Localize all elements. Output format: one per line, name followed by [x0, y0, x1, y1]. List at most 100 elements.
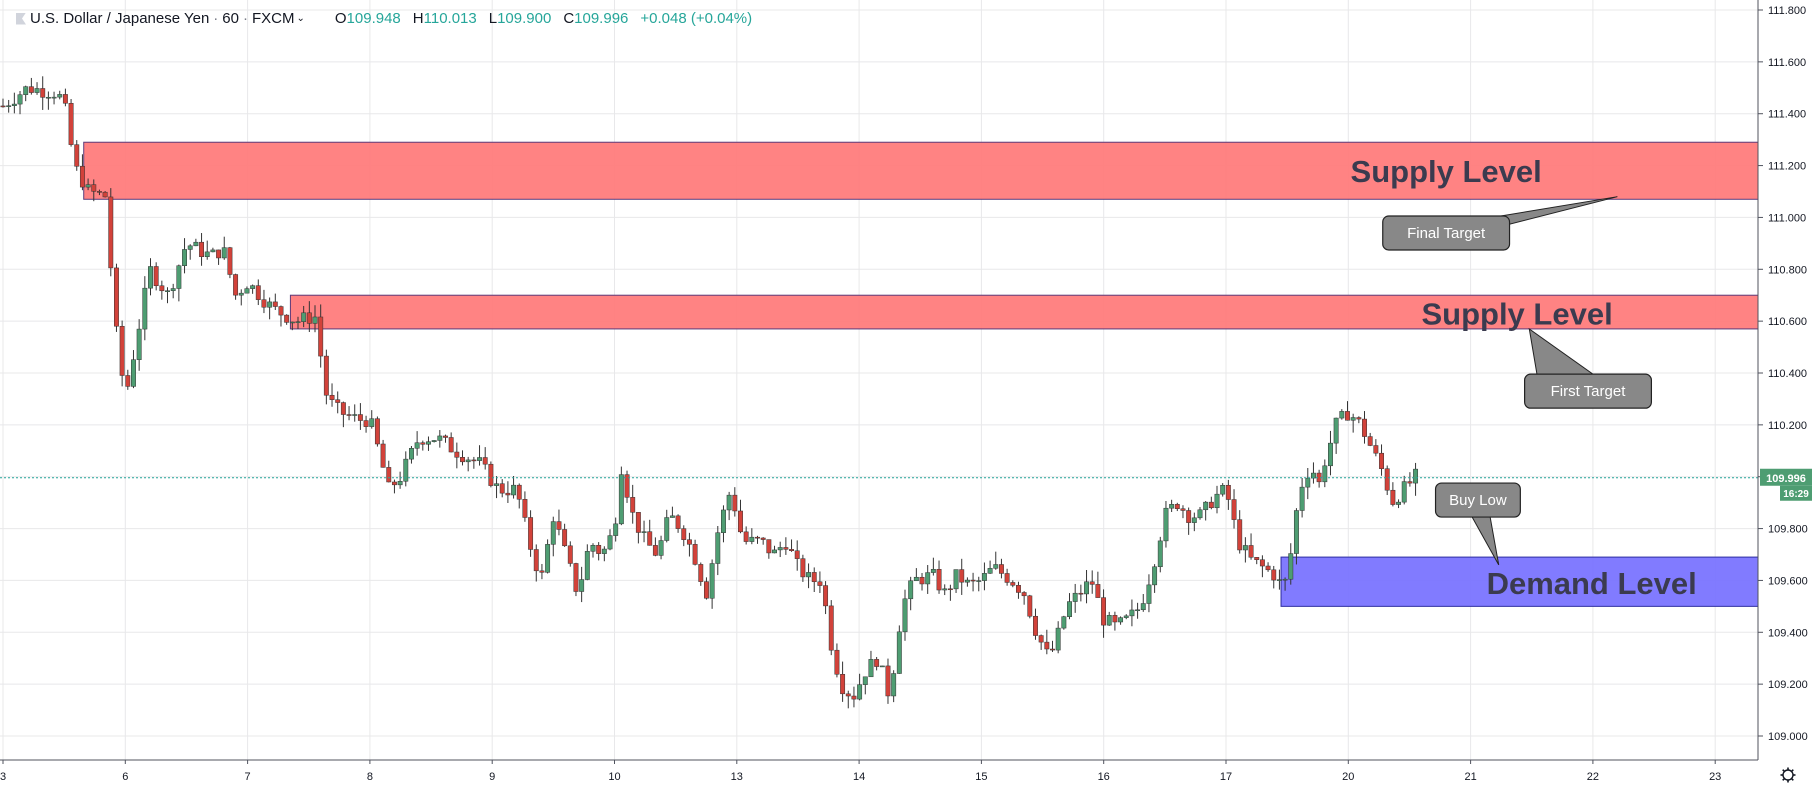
candle-body	[964, 579, 970, 583]
candle-body	[471, 459, 477, 462]
candle	[766, 539, 772, 559]
candle-body	[1152, 566, 1158, 586]
candle	[119, 320, 125, 387]
flag-icon[interactable]	[16, 12, 26, 25]
gear-icon[interactable]	[1780, 767, 1796, 783]
candle-body	[658, 540, 664, 556]
candle-body	[715, 532, 721, 564]
candle-body	[136, 328, 142, 360]
candle	[494, 476, 499, 499]
candle	[993, 551, 999, 570]
candle	[176, 264, 182, 302]
candle	[187, 244, 193, 260]
candle-body	[431, 440, 437, 442]
candle	[533, 544, 539, 582]
candle-body	[1101, 597, 1107, 626]
candle	[1135, 602, 1141, 619]
candle-body	[1072, 592, 1078, 602]
candle-body	[448, 437, 454, 453]
candle-body	[1078, 592, 1084, 595]
candle-body	[783, 547, 789, 550]
candle	[397, 471, 403, 489]
time-tick-label: 9	[489, 771, 495, 783]
candle	[227, 246, 233, 279]
candle-body	[664, 517, 670, 541]
candle	[681, 525, 687, 547]
candle-body	[1174, 504, 1180, 509]
candle	[1050, 640, 1055, 652]
chevron-down-icon[interactable]: ⌄	[296, 13, 305, 24]
candle-body	[1186, 510, 1192, 523]
candle	[204, 240, 210, 260]
candle	[114, 263, 119, 332]
candle	[1214, 485, 1220, 514]
candle	[1333, 417, 1339, 454]
time-axis: 3 6 7 8 9 10 13 14 15 16 17 20 21 22 23	[0, 759, 1796, 791]
candle-body	[794, 550, 800, 559]
price-tick-label: 110.400	[1768, 368, 1807, 380]
candle-body	[176, 265, 182, 289]
candle	[148, 258, 153, 296]
candle-body	[119, 325, 125, 376]
candle	[261, 289, 267, 314]
source-label[interactable]: FXCM	[251, 10, 295, 27]
candle-body	[357, 414, 363, 421]
candle	[1027, 594, 1033, 619]
candle-body	[238, 292, 244, 296]
candle	[1033, 608, 1038, 640]
candle	[284, 314, 290, 325]
candle-body	[102, 191, 108, 198]
candle-body	[165, 290, 170, 292]
candle	[335, 391, 341, 414]
candle	[698, 562, 704, 586]
candle	[403, 451, 409, 487]
candle-body	[148, 266, 153, 289]
candle	[363, 415, 369, 433]
candle	[947, 584, 953, 601]
candle	[1197, 506, 1203, 520]
candle-body	[573, 563, 579, 592]
time-axis-background	[0, 760, 1758, 791]
interval-label[interactable]: 60	[222, 10, 239, 27]
candle	[380, 439, 386, 468]
candle	[23, 85, 29, 102]
candle-body	[511, 484, 517, 496]
candle-body	[738, 510, 743, 533]
candle-body	[607, 535, 613, 550]
candle-body	[1220, 484, 1226, 495]
candle	[511, 475, 517, 499]
candle-body	[1356, 417, 1362, 420]
candle-body	[312, 316, 318, 324]
candle	[913, 568, 919, 582]
candle-body	[62, 94, 68, 104]
candle	[652, 537, 658, 557]
candle-body	[318, 316, 324, 357]
candle	[1169, 499, 1175, 512]
candle-body	[221, 247, 227, 259]
candle	[238, 289, 244, 306]
candle-body	[579, 579, 585, 592]
high-value: H110.013	[412, 10, 477, 27]
candle-body	[1203, 501, 1209, 511]
symbol-name[interactable]: U.S. Dollar / Japanese Yen	[30, 10, 210, 27]
candle-body	[1265, 565, 1271, 571]
candle-body	[494, 483, 499, 486]
candle-body	[516, 484, 522, 500]
candle-body	[817, 581, 823, 586]
candle-body	[641, 531, 647, 533]
candle-body	[182, 249, 187, 266]
candle-body	[749, 536, 755, 542]
candle	[686, 532, 692, 557]
candle	[374, 416, 380, 447]
candle-body	[556, 521, 562, 530]
time-tick-label: 16	[1098, 771, 1110, 783]
candle	[301, 305, 307, 328]
candle-body	[346, 414, 352, 416]
candle	[1203, 501, 1209, 521]
candle-body	[6, 105, 12, 107]
candle	[811, 567, 817, 593]
candle-body	[363, 420, 369, 427]
candle-body	[1345, 411, 1350, 421]
candle	[108, 188, 114, 277]
